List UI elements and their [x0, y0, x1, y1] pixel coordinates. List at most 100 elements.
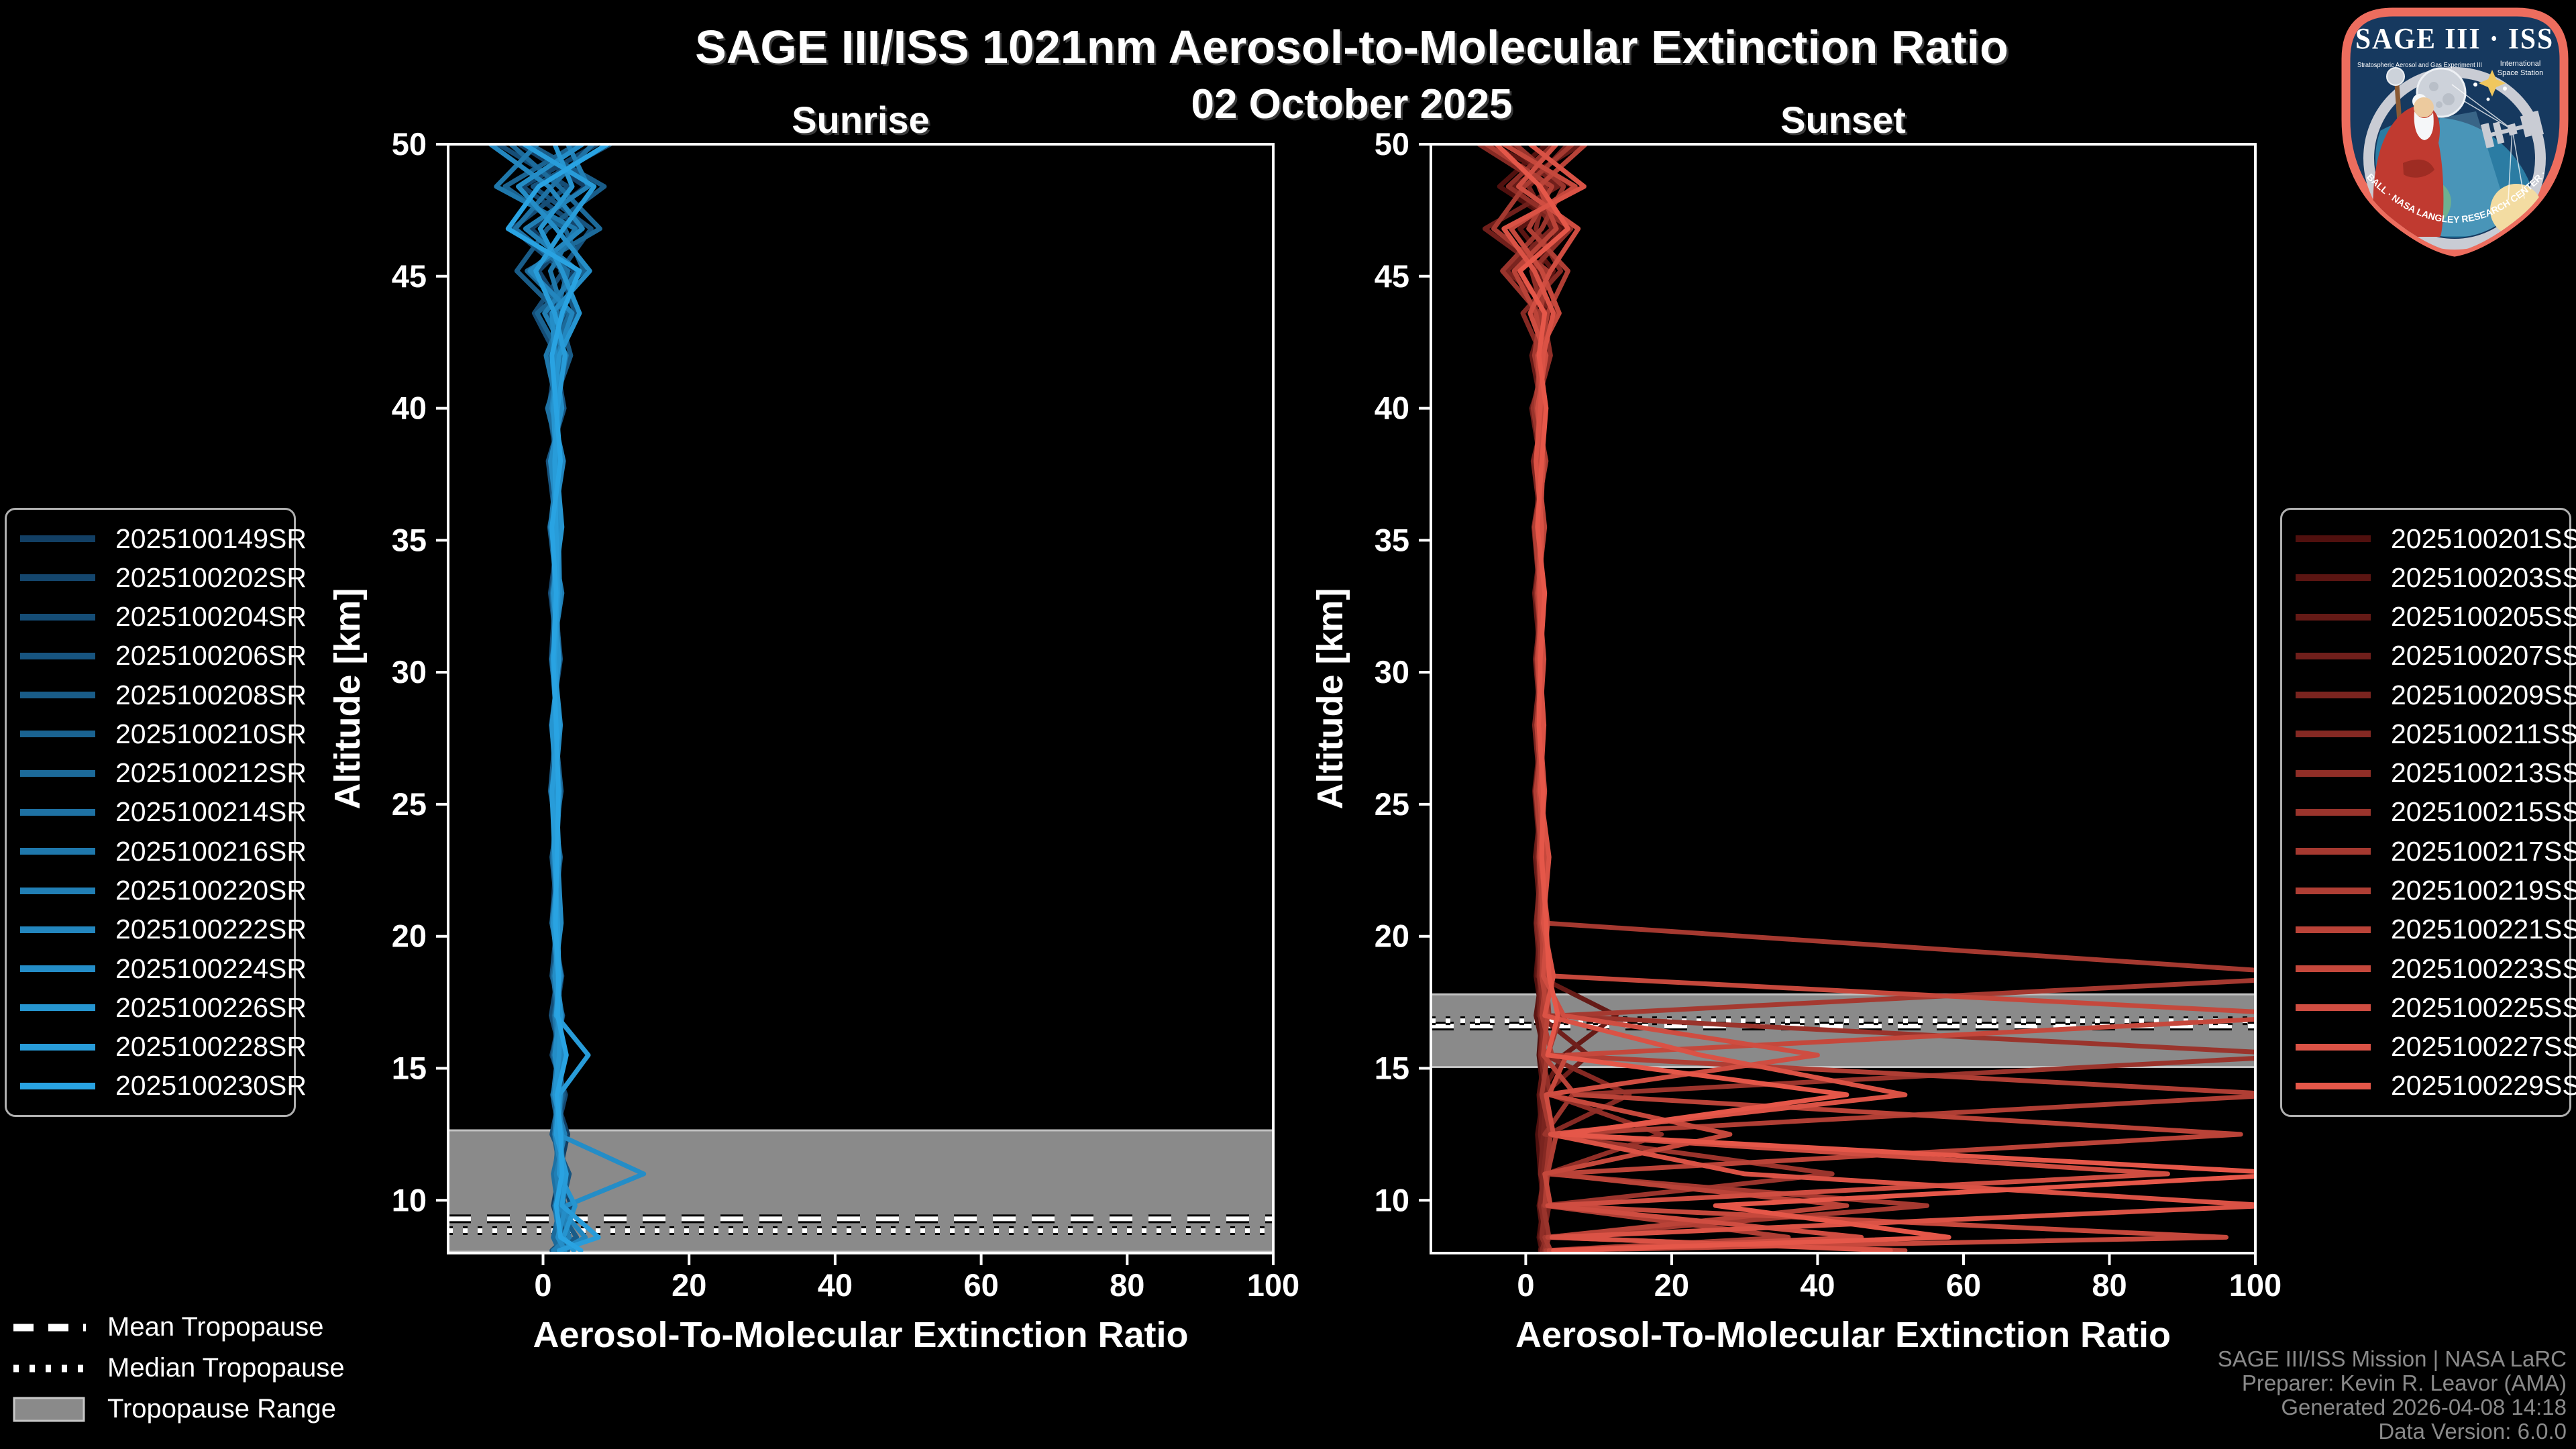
legend-event-label: 2025100222SR	[115, 914, 307, 945]
legend-line-swatch-icon	[20, 613, 95, 621]
x-axis-label: Aerosol-To-Molecular Extinction Ratio	[533, 1315, 1188, 1355]
y-tick-label: 30	[392, 654, 427, 690]
x-tick-label: 0	[1517, 1267, 1534, 1303]
legend-item: 2025100228SR	[7, 1031, 307, 1063]
legend-line-swatch-icon	[2296, 848, 2371, 855]
y-tick-label: 25	[392, 786, 427, 822]
legend-item: 2025100201SS	[2282, 523, 2576, 555]
mean-tropopause-label: Mean Tropopause	[107, 1312, 324, 1342]
legend-event-label: 2025100207SS	[2391, 640, 2576, 672]
y-tick-label: 10	[392, 1182, 427, 1218]
legend-line-swatch-icon	[20, 574, 95, 582]
series-line-2025100229SS	[1494, 144, 2255, 1253]
legend-event-label: 2025100227SS	[2391, 1031, 2576, 1063]
y-tick-label: 15	[392, 1051, 427, 1086]
legend-item: 2025100223SS	[2282, 953, 2576, 985]
legend-item: 2025100226SR	[7, 992, 307, 1024]
legend-event-label: 2025100209SS	[2391, 679, 2576, 710]
legend-event-label: 2025100203SS	[2391, 561, 2576, 593]
patch-subtitle-right-2: Space Station	[2498, 69, 2544, 77]
page-title: SAGE III/ISS 1021nm Aerosol-to-Molecular…	[695, 21, 2008, 73]
legend-event-label: 2025100201SS	[2391, 523, 2576, 554]
legend-item: 2025100220SR	[7, 875, 307, 906]
y-tick-label: 45	[392, 258, 427, 294]
y-tick-label: 50	[1375, 126, 1409, 162]
x-tick-label: 80	[1110, 1267, 1144, 1303]
legend-item: 2025100230SR	[7, 1070, 307, 1102]
y-tick-label: 30	[1375, 654, 1409, 690]
y-axis-label: Altitude [km]	[327, 588, 368, 810]
sunset-panel-title: Sunset	[1780, 99, 1906, 141]
x-tick-label: 40	[818, 1267, 853, 1303]
y-tick-label: 20	[1375, 918, 1409, 954]
tropopause-range-legend-item: Tropopause Range	[12, 1389, 345, 1430]
legend-item: 2025100222SR	[7, 914, 307, 945]
legend-event-label: 2025100216SR	[115, 835, 307, 867]
legend-item: 2025100207SS	[2282, 640, 2576, 672]
sage-figure-icon	[2373, 67, 2444, 237]
legend-item: 2025100219SS	[2282, 875, 2576, 906]
legend-line-swatch-icon	[2296, 731, 2371, 738]
legend-line-swatch-icon	[2296, 1043, 2371, 1051]
legend-line-swatch-icon	[20, 692, 95, 699]
legend-event-label: 2025100226SR	[115, 991, 307, 1023]
sunset-event-legend: 2025100201SS 2025100203SS 2025100205SS 2025…	[2280, 508, 2576, 1117]
x-tick-label: 80	[2092, 1267, 2127, 1303]
patch-title: SAGE III · ISS	[2355, 22, 2554, 55]
x-tick-label: 60	[1946, 1267, 1981, 1303]
sage-iii-iss-mission-logo: SAGE III · ISS Stratospheric Aerosol and…	[2339, 5, 2569, 257]
legend-event-label: 2025100212SR	[115, 757, 307, 789]
legend-line-swatch-icon	[20, 731, 95, 738]
legend-item: 2025100208SR	[7, 680, 307, 711]
y-tick-label: 10	[1375, 1182, 1409, 1218]
legend-item: 2025100202SR	[7, 562, 307, 594]
sunset-panel: 10 15 20 25 30 35 40 45 50 0 20 40 60 80 100 Aerosol-To…	[1310, 126, 2282, 1355]
sunrise-panel-title: Sunrise	[792, 99, 930, 141]
legend-event-label: 2025100213SS	[2391, 757, 2576, 789]
mean-tropopause-dashed-icon	[12, 1323, 87, 1332]
legend-line-swatch-icon	[20, 1004, 95, 1012]
date-subtitle: 02 October 2025	[1191, 81, 1513, 127]
footer-line: Generated 2026-04-08 14:18	[2281, 1395, 2567, 1419]
legend-line-swatch-icon	[20, 535, 95, 543]
legend-item: 2025100215SS	[2282, 796, 2576, 828]
legend-event-label: 2025100205SS	[2391, 601, 2576, 633]
y-tick-label: 35	[1375, 522, 1409, 557]
legend-event-label: 2025100229SS	[2391, 1070, 2576, 1102]
legend-item: 2025100213SS	[2282, 757, 2576, 789]
legend-item: 2025100203SS	[2282, 562, 2576, 594]
x-tick-label: 60	[963, 1267, 998, 1303]
legend-line-swatch-icon	[20, 848, 95, 855]
y-axis-label: Altitude [km]	[1310, 588, 1350, 810]
legend-event-label: 2025100206SR	[115, 640, 307, 672]
legend-item: 2025100206SR	[7, 640, 307, 672]
patch-subtitle-right-1: International	[2500, 60, 2541, 68]
x-tick-label: 20	[1654, 1267, 1689, 1303]
legend-event-label: 2025100223SS	[2391, 953, 2576, 984]
legend-event-label: 2025100204SR	[115, 601, 307, 633]
legend-event-label: 2025100230SR	[115, 1070, 307, 1102]
footer-line: Data Version: 6.0.0	[2378, 1419, 2567, 1444]
median-tropopause-label: Median Tropopause	[107, 1353, 345, 1383]
legend-item: 2025100210SR	[7, 718, 307, 750]
legend-item: 2025100225SS	[2282, 992, 2576, 1024]
legend-event-label: 2025100149SR	[115, 523, 307, 554]
legend-line-swatch-icon	[2296, 808, 2371, 816]
legend-item: 2025100149SR	[7, 523, 307, 555]
legend-event-label: 2025100211SS	[2391, 718, 2576, 749]
legend-line-swatch-icon	[20, 1043, 95, 1051]
sunrise-event-legend: 2025100149SR 2025100202SR 2025100204SR 2025…	[5, 508, 307, 1117]
legend-item: 2025100212SR	[7, 757, 307, 789]
legend-line-swatch-icon	[20, 652, 95, 659]
legend-item: 2025100221SS	[2282, 914, 2576, 945]
legend-line-swatch-icon	[2296, 926, 2371, 933]
y-tick-label: 50	[392, 126, 427, 162]
iss-icon	[2480, 110, 2544, 149]
legend-item: 2025100214SR	[7, 796, 307, 828]
patch-subtitle-left: Stratospheric Aerosol and Gas Experiment…	[2357, 61, 2482, 69]
tropopause-range-swatch-icon	[12, 1395, 87, 1424]
legend-event-label: 2025100220SR	[115, 875, 307, 906]
legend-event-label: 2025100217SS	[2391, 835, 2576, 867]
